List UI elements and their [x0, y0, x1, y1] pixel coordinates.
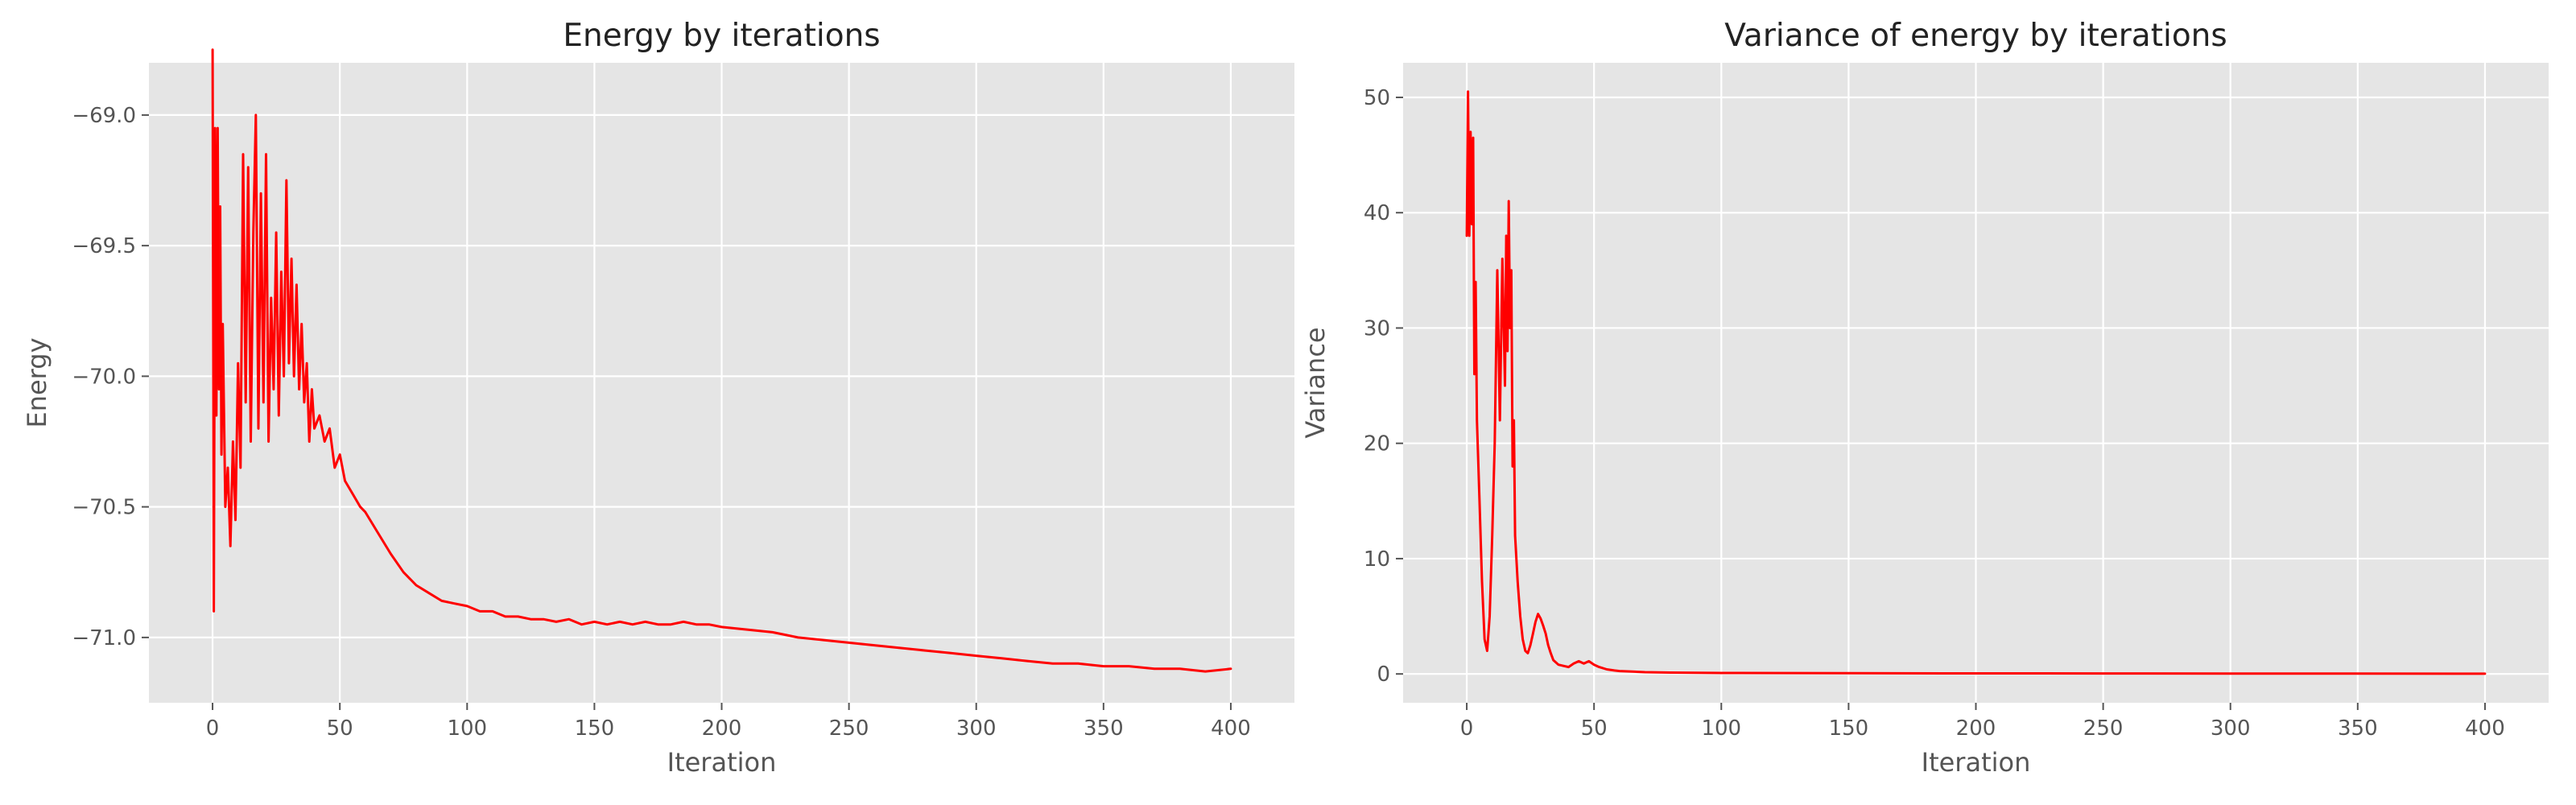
variance-y-axis-label: Variance: [1300, 327, 1331, 438]
variance-x-tick-label: 400: [2465, 716, 2505, 741]
variance-x-tick-label: 350: [2338, 716, 2378, 741]
variance-x-tick-label: 200: [1956, 716, 1996, 741]
energy-x-axis-label: Iteration: [667, 747, 777, 778]
variance-y-tick-label: 30: [1364, 316, 1390, 341]
energy-x-tick-label: 300: [956, 716, 997, 741]
energy-y-tick-label: −69.5: [72, 234, 136, 258]
variance-chart: 0 50 100 150 200 250 300 350 400 0 10 20 30 40 50 Varia…: [1300, 18, 2549, 778]
variance-series-line: [1465, 90, 2487, 675]
variance-x-tick-label: 150: [1829, 716, 1869, 741]
energy-y-tick-label: −70.0: [72, 365, 136, 389]
variance-y-tick-label: 40: [1364, 201, 1390, 225]
energy-x-tick-label: 100: [447, 716, 487, 741]
energy-y-tick-label: −71.0: [72, 626, 136, 650]
variance-x-tick-label: 300: [2211, 716, 2251, 741]
energy-series-line: [211, 48, 1232, 673]
energy-x-tick-label: 0: [206, 716, 220, 741]
variance-x-tick-label: 100: [1701, 716, 1741, 741]
energy-x-tick-label: 250: [829, 716, 869, 741]
energy-x-tick-label: 150: [575, 716, 615, 741]
variance-x-tick-label: 0: [1460, 716, 1474, 741]
energy-y-axis-label: Energy: [22, 337, 52, 427]
variance-y-tick-label: 10: [1364, 547, 1390, 572]
energy-chart-title: Energy by iterations: [563, 18, 880, 54]
energy-x-tick-label: 400: [1211, 716, 1251, 741]
variance-x-tick-label: 50: [1581, 716, 1608, 741]
energy-chart: 0 50 100 150 200 250 300 350 400 −71.0 −70.5 −70.0 −…: [22, 18, 1294, 778]
energy-x-tick-label: 200: [702, 716, 742, 741]
variance-y-tick-label: 50: [1364, 86, 1390, 110]
variance-chart-title: Variance of energy by iterations: [1724, 18, 2227, 54]
variance-y-tick-label: 20: [1364, 432, 1390, 456]
variance-y-tick-label: 0: [1377, 663, 1390, 687]
variance-x-tick-label: 250: [2083, 716, 2124, 741]
energy-y-tick-label: −70.5: [72, 496, 136, 520]
energy-x-tick-label: 350: [1084, 716, 1124, 741]
energy-y-tick-label: −69.0: [72, 104, 136, 128]
energy-x-tick-label: 50: [327, 716, 353, 741]
variance-x-axis-label: Iteration: [1922, 747, 2031, 778]
